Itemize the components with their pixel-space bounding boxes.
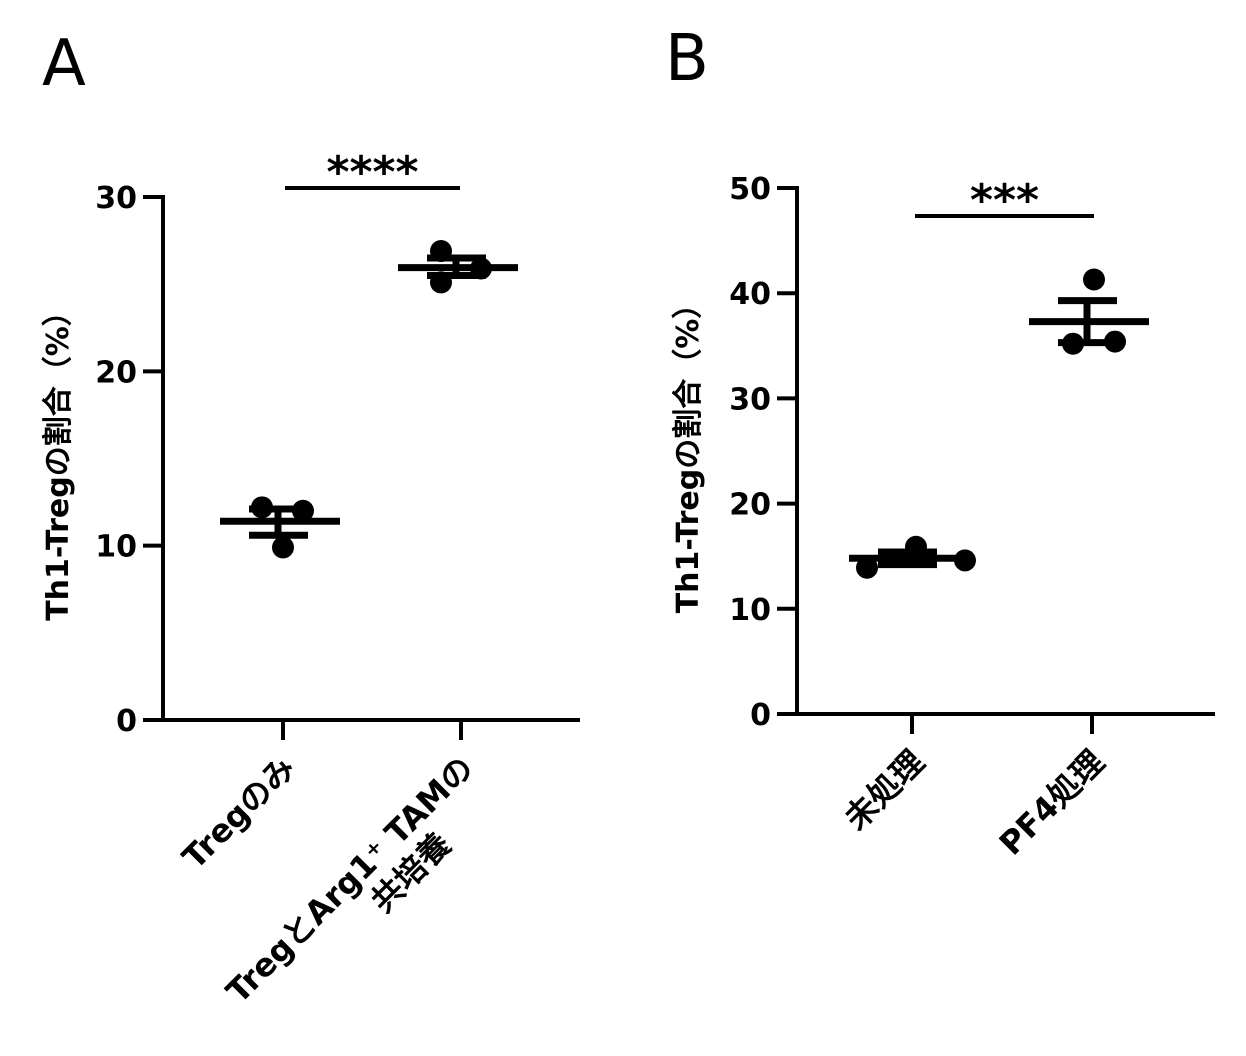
x-tick-label: PF4処理 <box>992 743 1112 863</box>
x-tick-label: Tregのみ <box>175 749 303 877</box>
group-1 <box>398 240 518 294</box>
data-point <box>856 556 878 579</box>
y-tick-label: 30 <box>95 181 137 216</box>
group-0 <box>849 535 976 579</box>
y-tick-label: 20 <box>729 488 771 523</box>
data-point <box>430 240 452 263</box>
panel-label: A <box>42 27 86 101</box>
data-point <box>430 271 452 294</box>
y-tick-label: 20 <box>95 355 137 390</box>
y-tick-label: 10 <box>729 593 771 628</box>
significance-label: **** <box>326 147 418 198</box>
x-tick-label-line: Tregのみ <box>175 749 303 877</box>
data-point <box>1083 268 1105 291</box>
data-point <box>292 499 314 522</box>
y-tick-label: 50 <box>729 172 771 207</box>
data-point <box>251 496 273 519</box>
significance-label: *** <box>970 175 1039 226</box>
y-axis-label: Th1-Tregの割合（%） <box>671 289 706 614</box>
panel-b: B 0 10 20 30 40 50 Th1-Tregの割合（%） 未処理 PF4処理 *** <box>665 22 1215 863</box>
x-tick-label: 未処理 <box>837 743 932 838</box>
y-tick-label: 0 <box>116 704 137 739</box>
x-tick-label-line: PF4処理 <box>992 743 1112 863</box>
panel-label: B <box>665 22 709 96</box>
data-point <box>1104 330 1126 353</box>
data-point <box>905 535 927 558</box>
y-tick-label: 0 <box>750 698 771 733</box>
y-axis-label: Th1-Tregの割合（%） <box>41 296 76 621</box>
y-tick-label: 40 <box>729 277 771 312</box>
data-point <box>1062 332 1084 355</box>
data-point <box>272 536 294 559</box>
x-tick-label-line: 未処理 <box>837 743 932 838</box>
group-1 <box>1029 268 1149 355</box>
y-tick-label: 10 <box>95 530 137 565</box>
group-0 <box>220 496 340 559</box>
y-tick-label: 30 <box>729 382 771 417</box>
